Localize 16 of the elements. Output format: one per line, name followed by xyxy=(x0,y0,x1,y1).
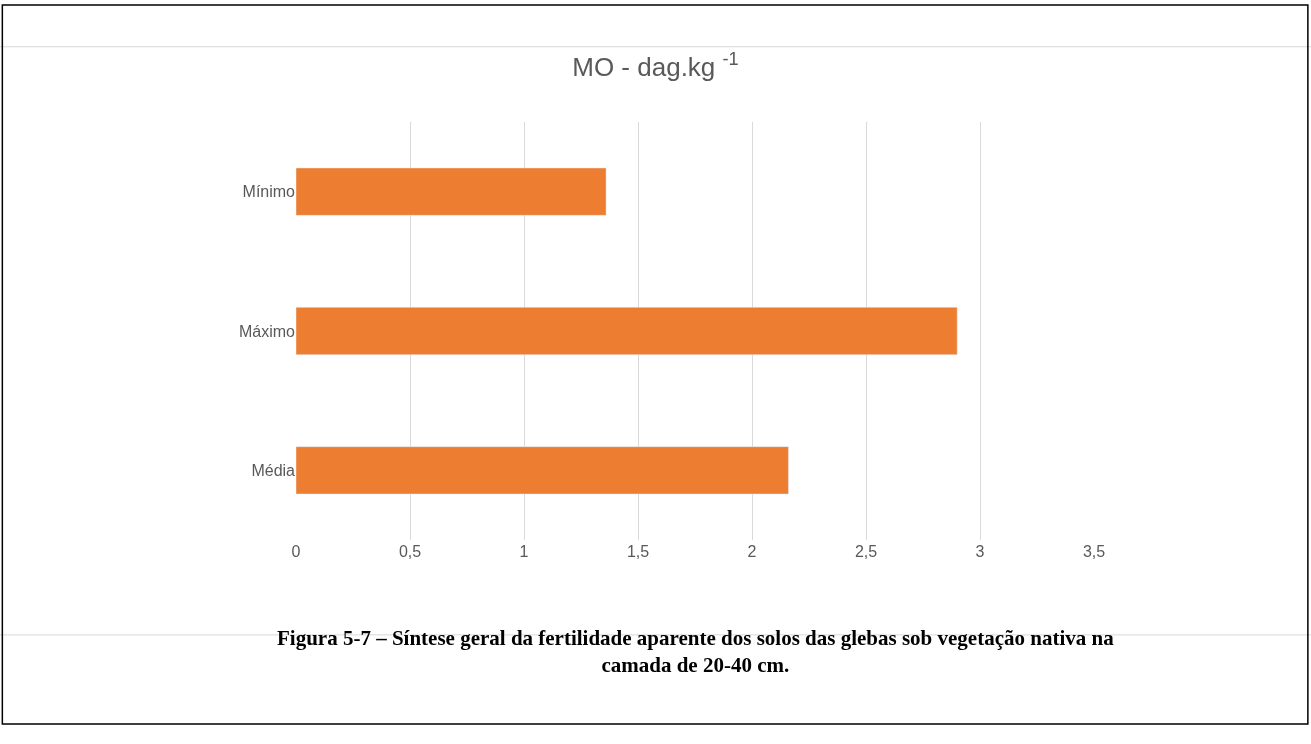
x-tick-label: 2,5 xyxy=(854,543,878,560)
y-tick-label: Máximo xyxy=(238,322,296,340)
x-tick-label: 3 xyxy=(975,543,985,560)
y-tick-label: Média xyxy=(251,461,296,479)
chart-title: MO - dag.kg $^{-1}$ xyxy=(572,49,739,83)
bar xyxy=(296,446,789,495)
x-tick-label: 3,5 xyxy=(1082,543,1106,560)
bar xyxy=(296,167,607,216)
y-tick-label: Mínimo xyxy=(242,183,296,201)
x-tick-label: 1 xyxy=(519,543,529,560)
text: Figura 5-7 – Síntese geral da fertilidade aparente dos solos das glebas sob vegetação nativa na camada de 20-40 cm. xyxy=(277,626,1115,678)
x-tick-label: 2 xyxy=(747,543,757,560)
x-tick-label: 1,5 xyxy=(626,543,650,560)
x-tick-label: 0 xyxy=(291,543,301,560)
bar xyxy=(296,307,958,355)
x-tick-label: 0,5 xyxy=(398,543,422,560)
